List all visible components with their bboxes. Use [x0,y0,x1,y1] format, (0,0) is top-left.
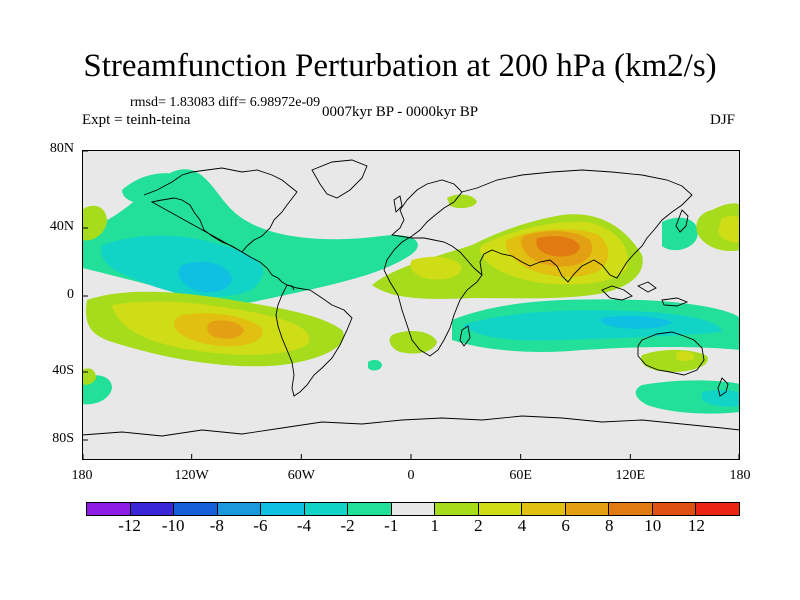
north-america-coast [143,167,298,291]
antarctica-coast [82,415,740,437]
colorbar-swatch [174,503,218,515]
colorbar-swatch [435,503,479,515]
north-pacific-positive [82,205,107,241]
south-pacific-negative-core [702,389,740,407]
colorbar-swatch [304,503,349,515]
colorbar-label: 6 [561,516,570,535]
europe-africa-coast [383,179,483,357]
map-svg [82,150,740,460]
uk-coast [393,195,403,213]
colorbar-label: -2 [340,516,355,535]
colorbar-label: -12 [118,516,141,535]
colorbar-swatch [130,503,175,515]
colorbar-label: 10 [644,516,662,535]
lon-tick-label: 60W [287,468,315,483]
australia-coast [637,331,705,376]
colorbar-swatch [217,503,262,515]
colorbar-swatch [652,503,697,515]
colorbar-label: 2 [474,516,483,535]
colorbar-label: 8 [604,516,614,535]
south-pacific-negative [635,380,740,414]
colorbar-swatch [522,503,566,515]
lat-tick-label: 40N [49,219,74,234]
plot-title: Streamfunction Perturbation at 200 hPa (… [83,48,717,84]
colorbar-swatch [391,503,436,515]
season-label: DJF [710,112,736,128]
pacific-negative-inner [178,261,232,293]
colorbar-swatch [565,503,610,515]
period-label: 0007kyr BP - 0000kyr BP [322,104,479,120]
colorbar-swatch [348,503,392,515]
colorbar-label: 1 [430,516,440,535]
atlantic-negative-patch [368,359,382,371]
colorbar-label: -1 [384,516,399,535]
australia-positive-core [676,351,695,361]
south-america-positive-core [207,320,244,339]
lat-tick-label: 0 [67,287,74,302]
colorbar-label: -10 [161,516,185,535]
west-atlantic-positive [82,368,96,385]
colorbar-label: -4 [296,516,312,535]
southeast-asia-islands [601,281,689,307]
axis-ticks [82,150,740,460]
lat-tick-label: 80N [49,141,74,156]
positive-anomaly-fields [82,194,740,385]
colorbar-swatch [478,503,523,515]
colorbar [86,502,740,516]
west-pacific-negative [662,217,698,251]
indian-ocean-negative-inner [600,315,672,329]
madagascar-coast [459,325,471,347]
colorbar-label: -6 [253,516,268,535]
colorbar-label: -8 [209,516,224,535]
indian-ocean-negative-core [462,310,722,341]
map-panel [82,150,740,460]
new-zealand-coast [717,377,729,397]
colorbar-swatch [696,503,739,515]
colorbar-swatch [609,503,653,515]
stats-label: rmsd= 1.83083 diff= 6.98972e-09 [130,95,321,110]
coastlines [82,159,740,437]
lon-tick-label: 120W [174,468,209,483]
lat-tick-label: 80S [52,431,74,446]
west-asia-positive-patch [410,256,462,280]
lat-tick-label: 40S [52,363,74,378]
colorbar-swatch [87,503,131,515]
japan-coast [675,209,689,233]
north-atlantic-positive [447,194,477,209]
lon-tick-label: 180 [71,468,93,483]
negative-anomaly-fields [82,169,740,414]
lon-tick-label: 60E [509,468,532,483]
lon-tick-label: 120E [615,468,646,483]
asia-coast [461,169,693,283]
colorbar-swatch [261,503,305,515]
south-america-coast [275,284,353,397]
east-pacific-positive-core [718,215,740,243]
greenland-coast [311,159,368,199]
colorbar-label: 4 [517,516,527,535]
asia-positive-core [536,236,580,257]
colorbar-label: 12 [687,516,705,535]
experiment-label: Expt = teinh-teina [82,112,191,128]
lon-tick-label: 0 [407,468,415,483]
lon-tick-label: 180 [729,468,751,483]
